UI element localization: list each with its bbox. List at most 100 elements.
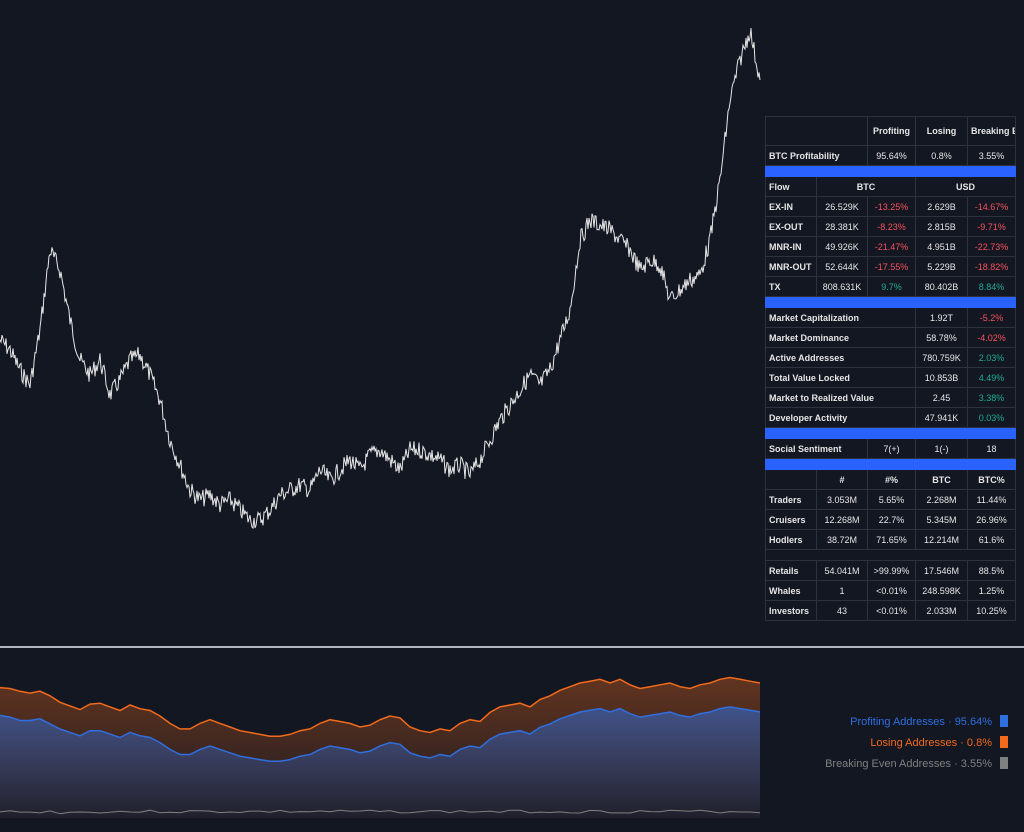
- holders-header-pct: #%: [867, 469, 916, 490]
- holder-btc: 2.268M: [915, 489, 968, 510]
- flow-row: EX-IN 26.529K -13.25% 2.629B -14.67%: [765, 196, 1016, 217]
- holder-count: 3.053M: [816, 489, 868, 510]
- flow-btc: 52.644K: [816, 256, 868, 277]
- flow-usd: 4.951B: [915, 236, 968, 257]
- profitability-label: BTC Profitability: [765, 145, 868, 166]
- pane-divider[interactable]: [0, 646, 1024, 648]
- flow-row: EX-OUT 28.381K -8.23% 2.815B -9.71%: [765, 216, 1016, 237]
- sentiment-row: Social Sentiment 7(+) 1(-) 18: [765, 438, 1016, 459]
- section-separator: [765, 427, 1016, 439]
- flow-btc: 49.926K: [816, 236, 868, 257]
- flow-btc-change: -13.25%: [867, 196, 916, 217]
- flow-header-btc: BTC: [816, 176, 916, 197]
- holder-count: 38.72M: [816, 529, 868, 550]
- metric-label: Total Value Locked: [765, 367, 916, 388]
- flow-label: EX-OUT: [765, 216, 817, 237]
- flow-btc-change: 9.7%: [867, 276, 916, 297]
- section-separator: [765, 296, 1016, 308]
- price-series-line: [0, 28, 761, 530]
- metric-change: 3.38%: [967, 387, 1016, 408]
- flow-header-usd: USD: [915, 176, 1016, 197]
- flow-btc-change: -8.23%: [867, 216, 916, 237]
- legend-profiting-label: Profiting Addresses · 95.64%: [850, 716, 992, 728]
- profitability-breaking-even: 3.55%: [967, 145, 1016, 166]
- metric-change: 4.49%: [967, 367, 1016, 388]
- blank-row: [765, 549, 1016, 561]
- header-breaking-even: Breaking Even: [967, 116, 1016, 146]
- section-separator: [765, 165, 1016, 177]
- legend-profiting: Profiting Addresses · 95.64%: [850, 715, 1008, 728]
- holder-label: Investors: [765, 600, 817, 621]
- flow-btc-change: -17.55%: [867, 256, 916, 277]
- holder-pct: 22.7%: [867, 509, 916, 530]
- sentiment-negative: 1(-): [915, 438, 968, 459]
- holder-btc-pct: 61.6%: [967, 529, 1016, 550]
- holder-btc: 2.033M: [915, 600, 968, 621]
- holder-row: Cruisers 12.268M 22.7% 5.345M 26.96%: [765, 509, 1016, 530]
- header-profiting: Profiting: [867, 116, 916, 146]
- flow-usd-change: -14.67%: [967, 196, 1016, 217]
- holder-btc-pct: 88.5%: [967, 560, 1016, 581]
- metric-value: 58.78%: [915, 327, 968, 348]
- flow-usd: 80.402B: [915, 276, 968, 297]
- legend-breaking-even: Breaking Even Addresses · 3.55%: [825, 757, 1008, 770]
- metric-change: -4.02%: [967, 327, 1016, 348]
- holder-pct: 5.65%: [867, 489, 916, 510]
- holders-header-row: # #% BTC BTC%: [765, 469, 1016, 490]
- legend-profiting-swatch: [1000, 715, 1008, 727]
- flow-usd-change: -9.71%: [967, 216, 1016, 237]
- metric-value: 1.92T: [915, 307, 968, 328]
- holder-label: Traders: [765, 489, 817, 510]
- legend-losing-label: Losing Addresses · 0.8%: [870, 737, 992, 749]
- holder-row: Retails 54.041M >99.99% 17.546M 88.5%: [765, 560, 1016, 581]
- holders-header-btc-pct: BTC%: [967, 469, 1016, 490]
- flow-header-row: Flow BTC USD: [765, 176, 1016, 197]
- metric-label: Active Addresses: [765, 347, 916, 368]
- metric-row: Market Capitalization 1.92T -5.2%: [765, 307, 1016, 328]
- sentiment-positive: 7(+): [867, 438, 916, 459]
- holder-row: Traders 3.053M 5.65% 2.268M 11.44%: [765, 489, 1016, 510]
- header-empty: [765, 116, 868, 146]
- losing-line: [0, 676, 761, 737]
- metric-label: Market Dominance: [765, 327, 916, 348]
- metric-change: -5.2%: [967, 307, 1016, 328]
- flow-label: TX: [765, 276, 817, 297]
- breaking-even-line: [0, 809, 761, 815]
- profiting-line: [0, 706, 761, 763]
- metric-row: Active Addresses 780.759K 2.03%: [765, 347, 1016, 368]
- flow-label: EX-IN: [765, 196, 817, 217]
- holder-btc: 17.546M: [915, 560, 968, 581]
- holder-row: Hodlers 38.72M 71.65% 12.214M 61.6%: [765, 529, 1016, 550]
- legend-breaking-even-label: Breaking Even Addresses · 3.55%: [825, 758, 992, 770]
- profitability-row: BTC Profitability 95.64% 0.8% 3.55%: [765, 145, 1016, 166]
- address-profitability-chart: [0, 676, 761, 818]
- flow-usd-change: -22.73%: [967, 236, 1016, 257]
- flow-row: TX 808.631K 9.7% 80.402B 8.84%: [765, 276, 1016, 297]
- holder-count: 54.041M: [816, 560, 868, 581]
- flow-btc: 28.381K: [816, 216, 868, 237]
- flow-usd: 5.229B: [915, 256, 968, 277]
- holder-btc: 5.345M: [915, 509, 968, 530]
- onchain-stats-table: Profiting Losing Breaking Even BTC Profi…: [765, 116, 1016, 621]
- profiting-area: [0, 706, 760, 818]
- metric-row: Market Dominance 58.78% -4.02%: [765, 327, 1016, 348]
- holder-pct: 71.65%: [867, 529, 916, 550]
- profitability-profiting: 95.64%: [867, 145, 916, 166]
- flow-usd: 2.629B: [915, 196, 968, 217]
- metric-label: Market Capitalization: [765, 307, 916, 328]
- price-chart: [0, 28, 761, 530]
- holder-label: Hodlers: [765, 529, 817, 550]
- holder-btc-pct: 1.25%: [967, 580, 1016, 601]
- holder-count: 1: [816, 580, 868, 601]
- holder-pct: <0.01%: [867, 580, 916, 601]
- table-header-row: Profiting Losing Breaking Even: [765, 116, 1016, 146]
- flow-usd-change: -18.82%: [967, 256, 1016, 277]
- holder-row: Whales 1 <0.01% 248.598K 1.25%: [765, 580, 1016, 601]
- metric-row: Total Value Locked 10.853B 4.49%: [765, 367, 1016, 388]
- sentiment-label: Social Sentiment: [765, 438, 868, 459]
- flow-usd: 2.815B: [915, 216, 968, 237]
- metric-value: 2.45: [915, 387, 968, 408]
- legend-losing: Losing Addresses · 0.8%: [870, 736, 1008, 749]
- holder-btc-pct: 10.25%: [967, 600, 1016, 621]
- metric-row: Market to Realized Value 2.45 3.38%: [765, 387, 1016, 408]
